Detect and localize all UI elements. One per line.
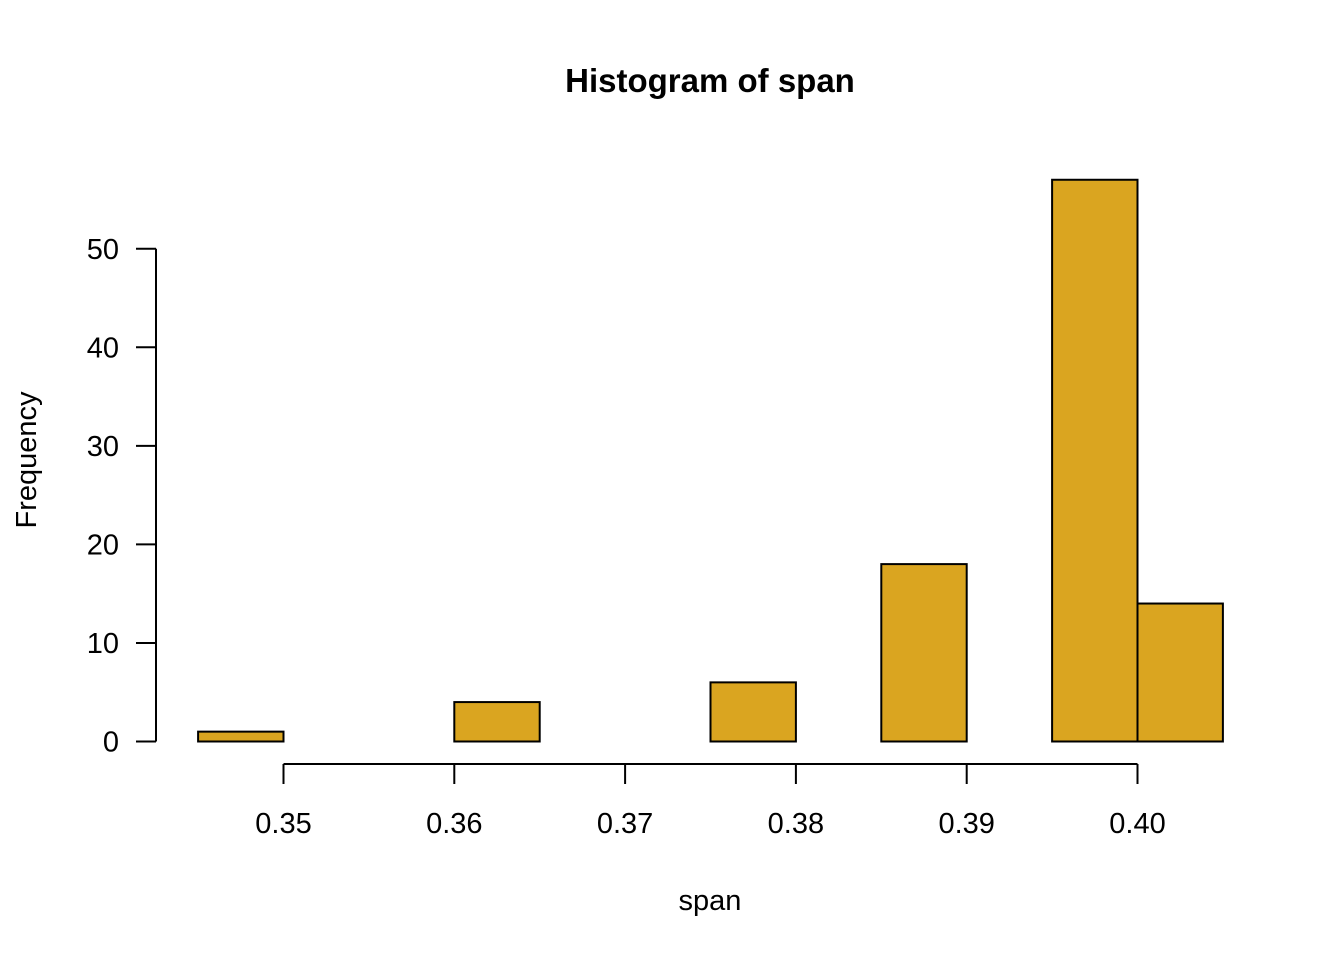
y-tick-label: 40 [87,332,119,364]
x-tick-label: 0.37 [597,808,653,840]
y-axis-label: Frequency [11,391,43,529]
y-axis: 0 10 20 30 40 50 [87,234,157,759]
y-tick-label: 20 [87,529,119,561]
x-tick-label: 0.40 [1109,808,1165,840]
y-tick-label: 10 [87,628,119,660]
y-tick-label: 30 [87,431,119,463]
histogram-bars [197,178,1224,743]
histogram-bar [453,701,541,743]
chart-title: Histogram of span [565,62,855,99]
x-axis: 0.35 0.36 0.37 0.38 0.39 0.40 [255,763,1166,840]
x-tick-label: 0.35 [255,808,311,840]
histogram-bar [1051,178,1139,743]
x-axis-label: span [679,885,742,917]
histogram-bar [1136,602,1224,743]
histogram-bar [197,730,285,743]
x-tick-label: 0.39 [938,808,994,840]
x-tick-label: 0.38 [768,808,824,840]
x-tick-label: 0.36 [426,808,482,840]
y-tick-label: 0 [103,727,119,759]
histogram-bar [709,681,797,743]
y-tick-label: 50 [87,234,119,266]
histogram-bar [880,563,968,743]
